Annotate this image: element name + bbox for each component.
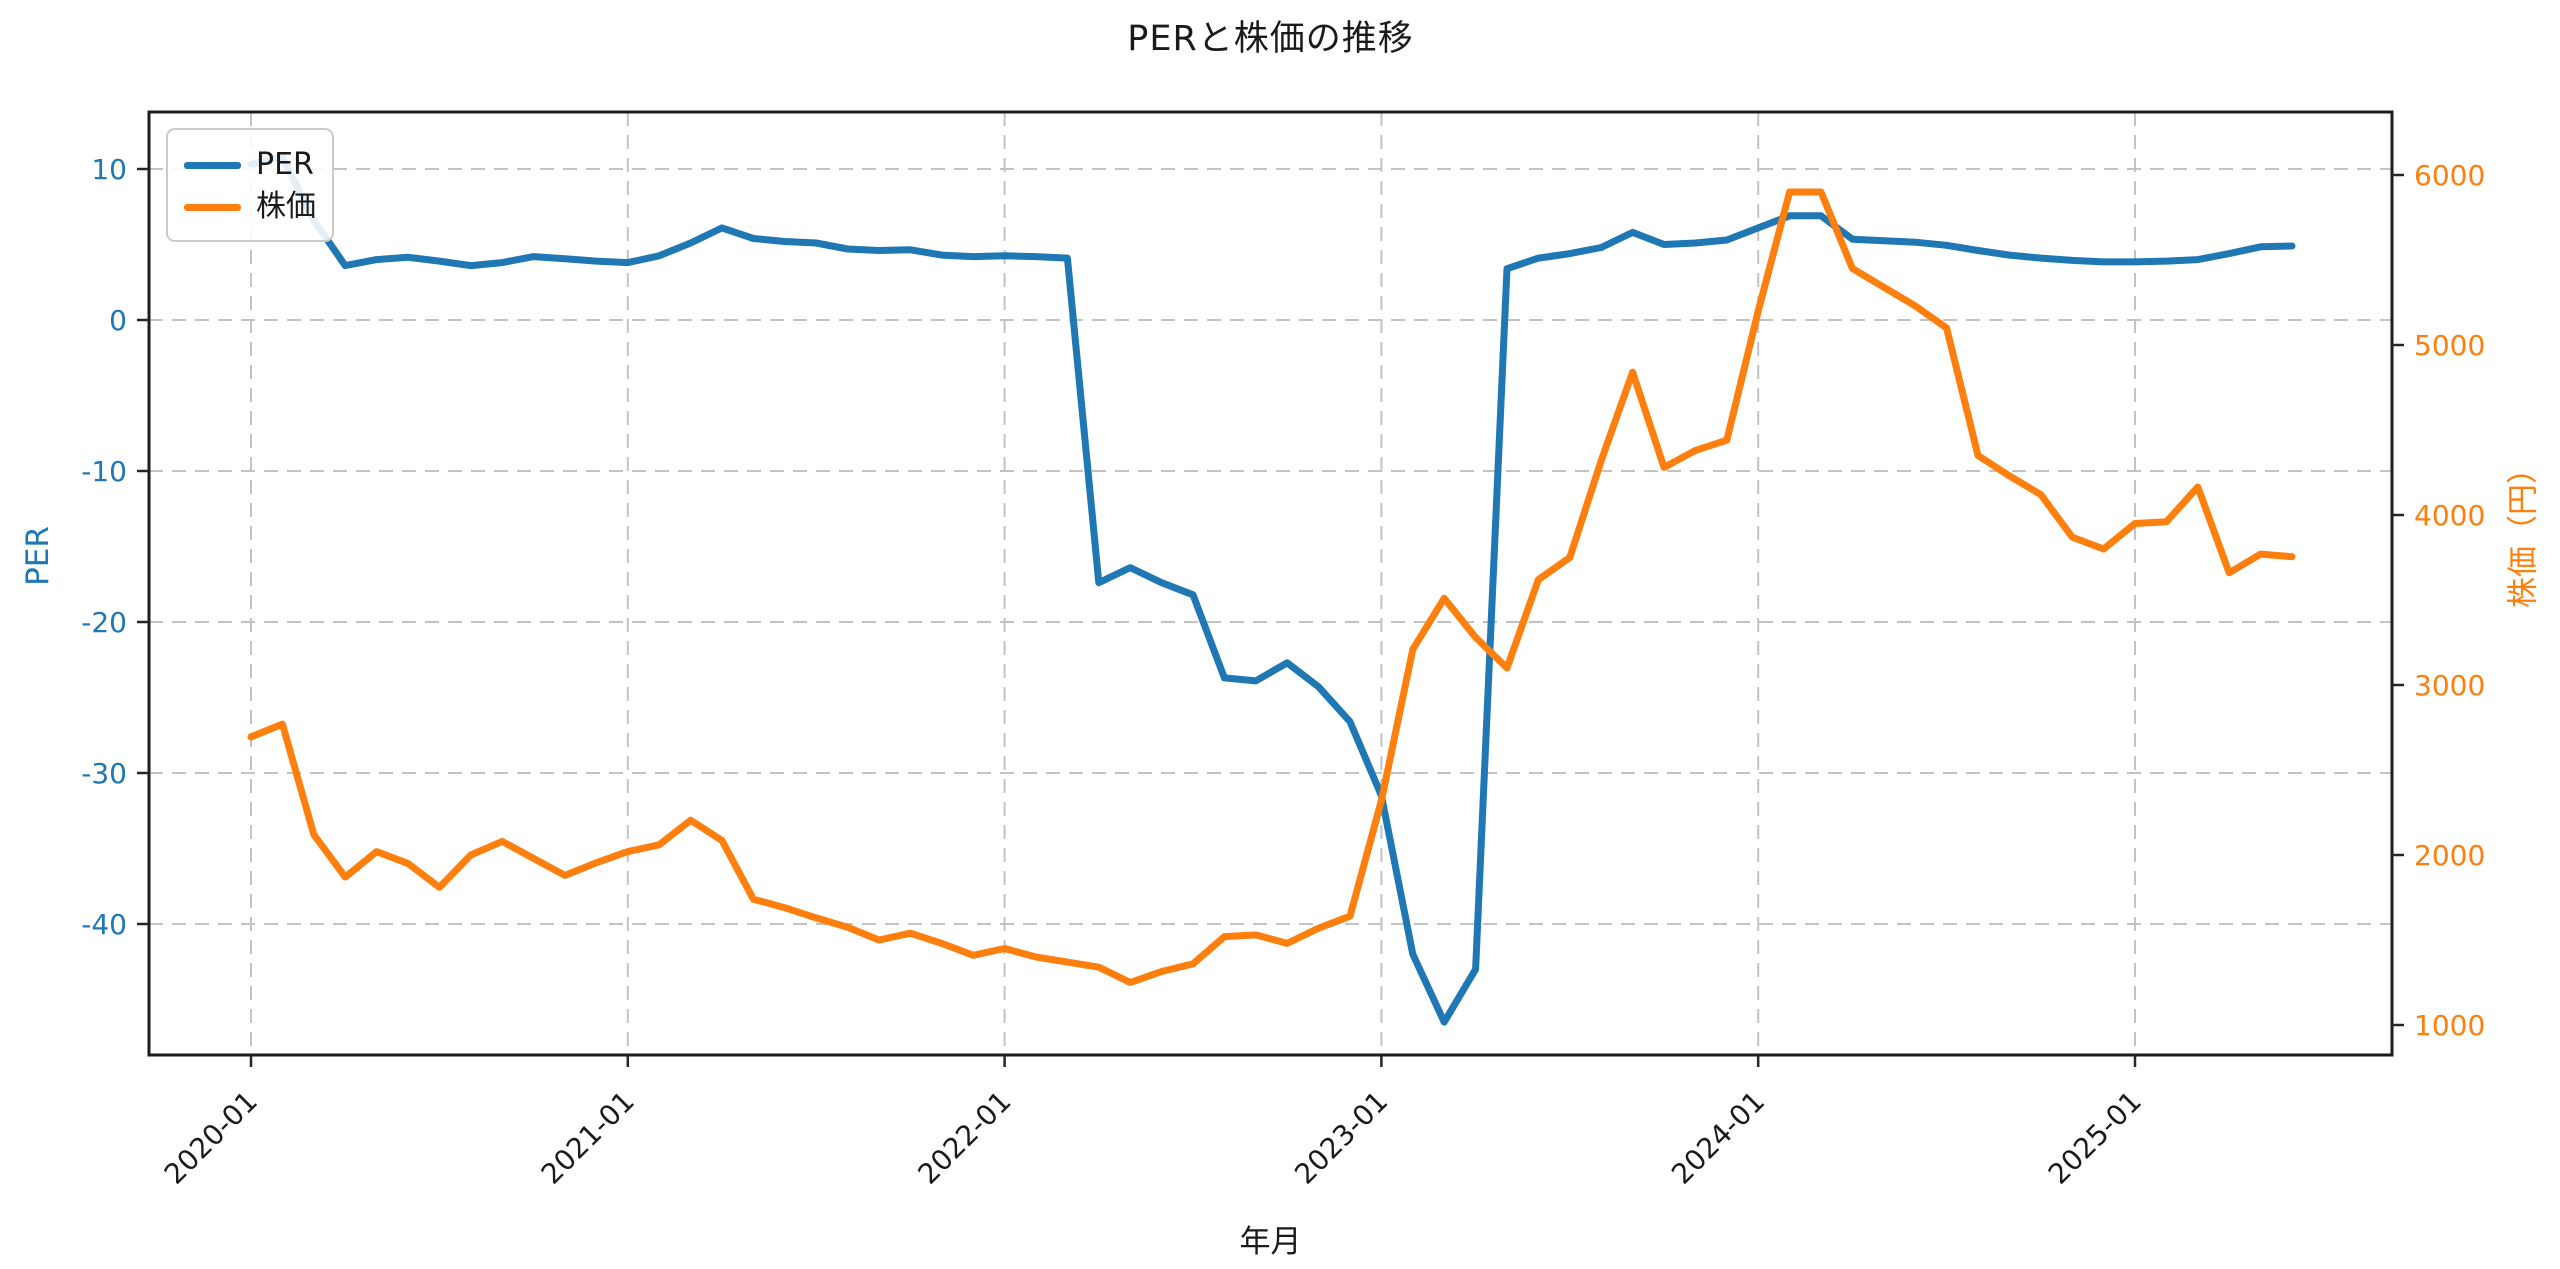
svg-text:-40: -40 (81, 908, 127, 941)
svg-text:6000: 6000 (2414, 159, 2485, 192)
right-axis-label: 株価（円） (2505, 453, 2542, 608)
svg-text:5000: 5000 (2414, 329, 2485, 362)
series-line-per (247, 153, 2296, 1026)
series-line-kabuka (247, 188, 2296, 986)
svg-text:2020-01: 2020-01 (158, 1085, 264, 1191)
svg-text:2021-01: 2021-01 (535, 1085, 641, 1191)
svg-text:2024-01: 2024-01 (1665, 1085, 1771, 1191)
left-axis-label: PER (20, 526, 56, 586)
legend-item-kabuka: 株価 (184, 186, 316, 228)
kabuka-line-swatch (184, 203, 241, 211)
svg-text:-10: -10 (81, 455, 127, 488)
legend-item-per: PER (184, 144, 316, 186)
svg-text:2022-01: 2022-01 (911, 1085, 1017, 1191)
svg-text:2000: 2000 (2414, 839, 2485, 872)
legend-label-per: PER (256, 147, 314, 182)
chart-title: PERと株価の推移 (1127, 19, 1414, 59)
plot-border (147, 110, 2394, 1057)
left-tick-labels: 10 0 -10 -20 -30 -40 (81, 153, 149, 941)
svg-text:3000: 3000 (2414, 669, 2485, 702)
svg-text:0: 0 (109, 304, 127, 337)
per-line-swatch (184, 161, 241, 169)
svg-text:10: 10 (91, 153, 127, 186)
right-tick-labels: 6000 5000 4000 3000 2000 1000 (2392, 159, 2485, 1042)
svg-text:1000: 1000 (2414, 1009, 2485, 1042)
svg-text:2025-01: 2025-01 (2042, 1085, 2148, 1191)
svg-text:2023-01: 2023-01 (1288, 1085, 1394, 1191)
legend: PER 株価 (166, 128, 334, 242)
gridlines (149, 112, 2392, 1055)
x-tick-labels: 2020-01 2021-01 2022-01 2023-01 2024-01 2025-… (158, 1055, 2148, 1191)
svg-text:-30: -30 (81, 757, 127, 790)
legend-label-kabuka: 株価 (256, 189, 316, 224)
svg-text:-20: -20 (81, 606, 127, 639)
svg-text:4000: 4000 (2414, 499, 2485, 532)
x-axis-label: 年月 (1239, 1224, 1302, 1260)
